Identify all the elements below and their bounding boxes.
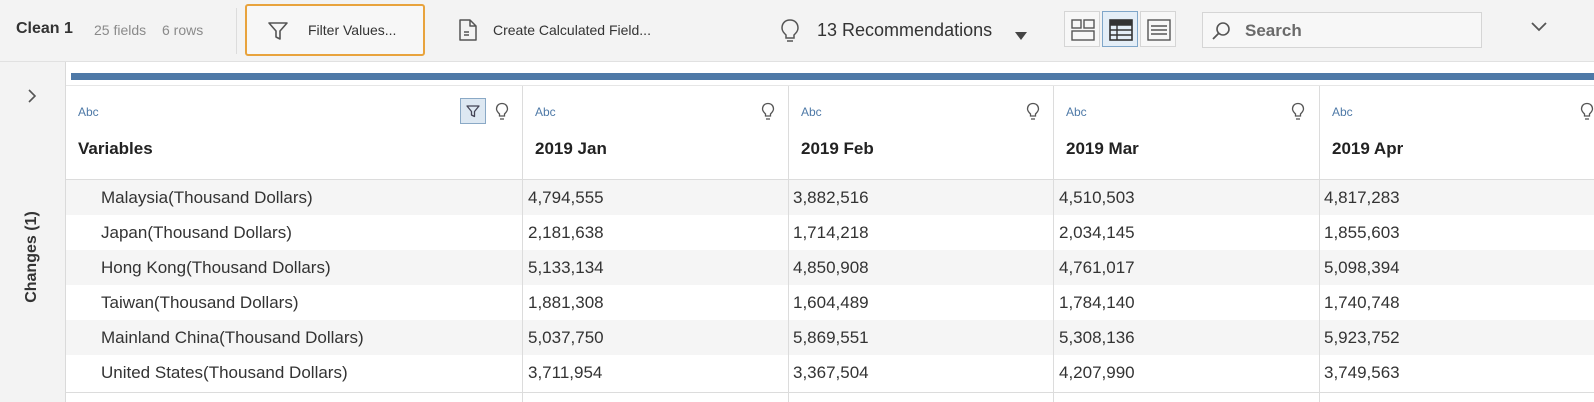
column-header-variables[interactable]: Abc Variables (66, 86, 523, 181)
changes-tab[interactable]: Changes (1) (22, 207, 42, 307)
table-cell[interactable]: 3,749,563 (1324, 363, 1400, 382)
filter-values-label: Filter Values... (308, 22, 397, 38)
field-count: 25 fields (94, 22, 147, 38)
column-name: 2019 Feb (801, 139, 874, 158)
column-name: 2019 Apr (1332, 139, 1404, 158)
column-header-2019-mar[interactable]: Abc 2019 Mar (1054, 86, 1320, 181)
table-cell[interactable]: 5,133,134 (528, 258, 604, 277)
column-divider (522, 180, 523, 402)
table-cell[interactable]: Malaysia(Thousand Dollars) (101, 188, 313, 207)
column-divider (1053, 180, 1054, 402)
lightbulb-icon (779, 18, 801, 49)
table-cell[interactable]: 4,207,990 (1059, 363, 1135, 382)
table-cell[interactable]: 3,882,516 (793, 188, 869, 207)
list-icon (1147, 19, 1171, 41)
column-header-2019-jan[interactable]: Abc 2019 Jan (523, 86, 789, 181)
filter-icon (267, 20, 289, 47)
table-cell[interactable]: 1,740,748 (1324, 293, 1400, 312)
search-box[interactable] (1202, 12, 1482, 48)
create-calculated-field-label: Create Calculated Field... (493, 22, 651, 38)
create-calculated-field-button[interactable]: Create Calculated Field... (452, 4, 682, 56)
table-cell[interactable]: 4,817,283 (1324, 188, 1400, 207)
table-row[interactable]: Japan(Thousand Dollars) 2,181,638 1,714,… (66, 215, 1594, 250)
table-cell[interactable]: 2,034,145 (1059, 223, 1135, 242)
data-grid-view-button[interactable] (1102, 11, 1138, 47)
table-row[interactable]: Taiwan(Thousand Dollars) 1,881,308 1,604… (66, 285, 1594, 320)
table-cell[interactable]: Japan(Thousand Dollars) (101, 223, 292, 242)
accent-bar (71, 73, 1594, 80)
table-cell[interactable]: 4,510,503 (1059, 188, 1135, 207)
search-input[interactable] (1243, 19, 1467, 43)
table-cell[interactable]: 1,714,218 (793, 223, 869, 242)
lightbulb-icon[interactable] (1580, 102, 1594, 127)
table-cell[interactable]: Hong Kong(Thousand Dollars) (101, 258, 331, 277)
view-mode-toggle (1064, 11, 1176, 49)
table-cell[interactable]: 1,855,603 (1324, 223, 1400, 242)
changes-label: Changes (1) (23, 211, 40, 303)
column-name: 2019 Jan (535, 139, 607, 158)
filter-values-button[interactable]: Filter Values... (245, 4, 425, 56)
table-row[interactable]: United States(Thousand Dollars) 3,711,95… (66, 355, 1594, 390)
list-view-button[interactable] (1140, 11, 1176, 47)
profile-view-button[interactable] (1064, 11, 1100, 47)
table-cell[interactable]: United States(Thousand Dollars) (101, 363, 348, 382)
table-cell[interactable]: 2,181,638 (528, 223, 604, 242)
table-row[interactable]: Mainland China(Thousand Dollars) 5,037,7… (66, 320, 1594, 355)
toolbar: Clean 1 25 fields 6 rows Filter Values..… (0, 0, 1594, 62)
chevron-right-icon[interactable] (26, 88, 38, 109)
table-cell[interactable]: 5,098,394 (1324, 258, 1400, 277)
lightbulb-icon[interactable] (495, 102, 509, 127)
table-cell[interactable]: Taiwan(Thousand Dollars) (101, 293, 299, 312)
table-cell[interactable]: 5,923,752 (1324, 328, 1400, 347)
step-title: Clean 1 (16, 20, 73, 37)
table-row[interactable]: Malaysia(Thousand Dollars) 4,794,555 3,8… (66, 180, 1594, 215)
type-badge: Abc (1066, 105, 1087, 119)
recommendations-button[interactable]: 13 Recommendations (775, 4, 1035, 56)
column-name: 2019 Mar (1066, 139, 1139, 158)
table-cell[interactable]: 5,308,136 (1059, 328, 1135, 347)
lightbulb-icon[interactable] (1291, 102, 1305, 127)
table-cell[interactable]: 5,869,551 (793, 328, 869, 347)
row-count: 6 rows (162, 22, 204, 38)
chevron-down-icon[interactable] (1530, 20, 1548, 39)
type-badge: Abc (535, 105, 556, 119)
column-divider (788, 180, 789, 402)
type-badge: Abc (78, 105, 99, 119)
column-header-2019-apr[interactable]: Abc 2019 Apr (1320, 86, 1594, 181)
type-badge: Abc (1332, 105, 1353, 119)
table-cell[interactable]: Mainland China(Thousand Dollars) (101, 328, 364, 347)
column-header-row: Abc Variables Abc 2019 Jan Abc 2019 Feb (66, 85, 1594, 181)
toolbar-divider (236, 8, 237, 54)
lightbulb-icon[interactable] (761, 102, 775, 127)
column-divider (1319, 180, 1320, 402)
table-cell[interactable]: 4,850,908 (793, 258, 869, 277)
table-cell[interactable]: 1,604,489 (793, 293, 869, 312)
table-cell[interactable]: 4,761,017 (1059, 258, 1135, 277)
table-cell[interactable]: 4,794,555 (528, 188, 604, 207)
table-cell[interactable]: 5,037,750 (528, 328, 604, 347)
recommendations-label: 13 Recommendations (817, 20, 993, 40)
data-grid: Abc Variables Abc 2019 Jan Abc 2019 Feb (66, 62, 1594, 402)
search-icon (1211, 21, 1231, 46)
changes-side-panel: Changes (1) (0, 62, 66, 402)
type-badge: Abc (801, 105, 822, 119)
table-row[interactable]: Hong Kong(Thousand Dollars) 5,133,134 4,… (66, 250, 1594, 285)
lightbulb-icon[interactable] (1026, 102, 1040, 127)
filter-icon (466, 105, 480, 118)
column-filter-button[interactable] (460, 98, 486, 124)
profile-grid-icon (1071, 19, 1095, 41)
document-icon (458, 18, 478, 47)
table-cell[interactable]: 1,881,308 (528, 293, 604, 312)
caret-down-icon (1015, 27, 1027, 45)
table-bottom-border (66, 392, 1594, 393)
column-header-2019-feb[interactable]: Abc 2019 Feb (789, 86, 1054, 181)
table-cell[interactable]: 3,711,954 (528, 363, 603, 382)
table-icon (1109, 19, 1133, 41)
table-cell[interactable]: 1,784,140 (1059, 293, 1135, 312)
table-cell[interactable]: 3,367,504 (793, 363, 869, 382)
column-name: Variables (78, 139, 153, 158)
